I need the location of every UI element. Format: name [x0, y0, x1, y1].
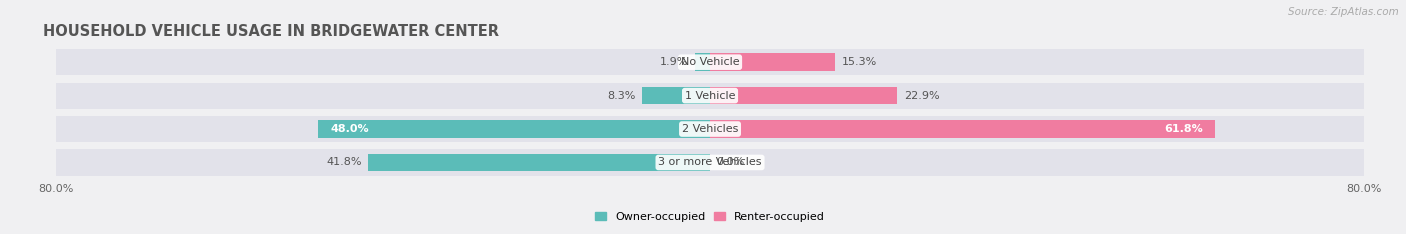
Bar: [56, 49, 710, 75]
Bar: [710, 150, 1364, 176]
Text: 1.9%: 1.9%: [659, 57, 688, 67]
Bar: [56, 83, 710, 109]
Bar: [695, 54, 710, 71]
Legend: Owner-occupied, Renter-occupied: Owner-occupied, Renter-occupied: [591, 207, 830, 226]
Text: 22.9%: 22.9%: [904, 91, 939, 101]
Text: Source: ZipAtlas.com: Source: ZipAtlas.com: [1288, 7, 1399, 17]
Text: 3 or more Vehicles: 3 or more Vehicles: [658, 157, 762, 168]
Bar: [318, 120, 710, 138]
Bar: [56, 150, 710, 176]
Bar: [56, 116, 710, 142]
Bar: [710, 120, 1215, 138]
Bar: [710, 83, 1364, 109]
Bar: [710, 87, 897, 104]
Text: No Vehicle: No Vehicle: [681, 57, 740, 67]
Bar: [643, 87, 710, 104]
Text: 8.3%: 8.3%: [607, 91, 636, 101]
Text: 48.0%: 48.0%: [330, 124, 368, 134]
Text: 2 Vehicles: 2 Vehicles: [682, 124, 738, 134]
Bar: [710, 54, 835, 71]
Text: 61.8%: 61.8%: [1164, 124, 1202, 134]
Text: 0.0%: 0.0%: [717, 157, 745, 168]
Bar: [710, 116, 1364, 142]
Text: HOUSEHOLD VEHICLE USAGE IN BRIDGEWATER CENTER: HOUSEHOLD VEHICLE USAGE IN BRIDGEWATER C…: [44, 24, 499, 39]
Bar: [368, 154, 710, 171]
Text: 15.3%: 15.3%: [842, 57, 877, 67]
Text: 1 Vehicle: 1 Vehicle: [685, 91, 735, 101]
Text: 41.8%: 41.8%: [326, 157, 361, 168]
Bar: [710, 49, 1364, 75]
